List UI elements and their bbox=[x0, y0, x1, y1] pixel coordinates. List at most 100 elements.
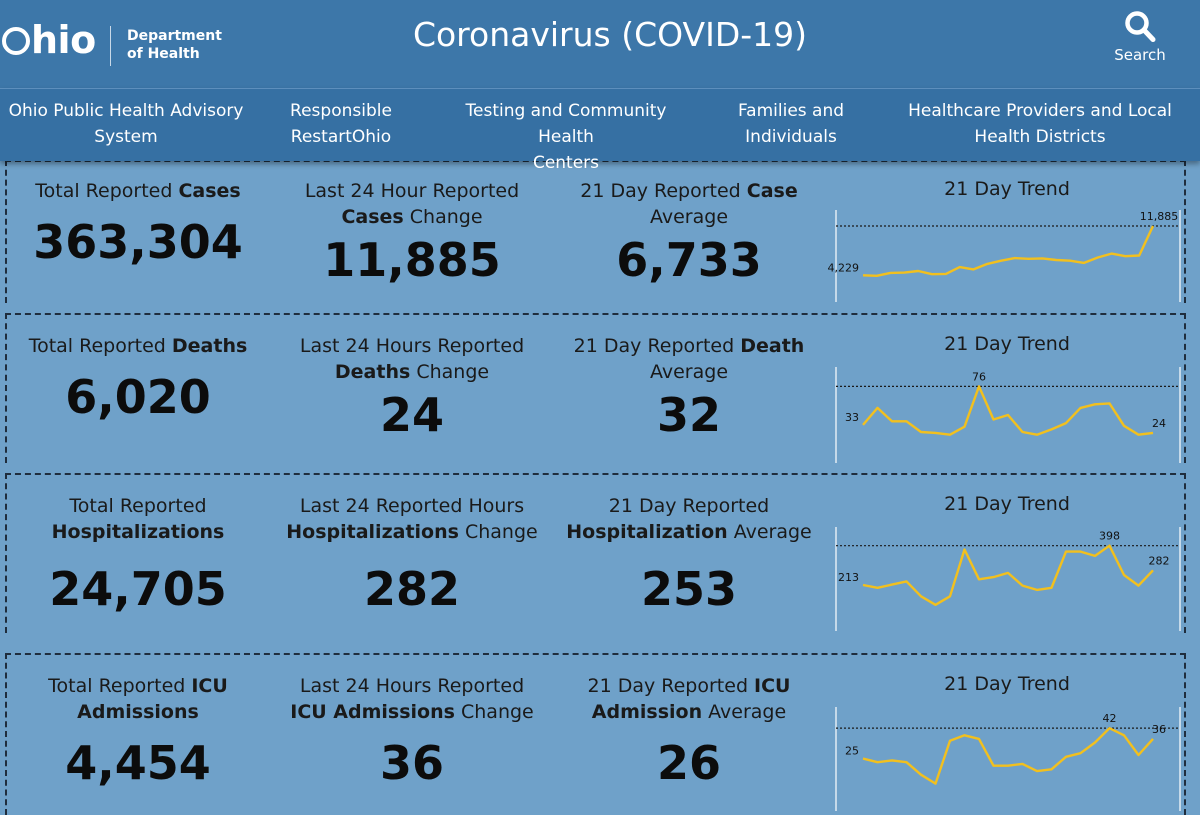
label-bold: Deaths bbox=[171, 335, 248, 357]
total-cases-label: Total Reported Cases bbox=[7, 178, 269, 204]
hospitalizations-row: Total Reported Hospitalizations 24,705 L… bbox=[5, 473, 1186, 633]
nav-item-line-2: RestartOhio bbox=[290, 127, 392, 147]
total-hospitalizations-cell: Total Reported Hospitalizations 24,705 bbox=[7, 493, 269, 615]
label-line-1: 21 Day Reported Case bbox=[554, 178, 824, 204]
label-bold: ICU Admissions bbox=[290, 701, 455, 723]
label-bold: Hospitalizations bbox=[51, 521, 225, 543]
label-line-2: ICU Admissions Change bbox=[277, 699, 547, 725]
label-bold: Hospitalizations bbox=[286, 521, 459, 543]
trend-max-label: 42 bbox=[1103, 712, 1117, 725]
label-line-2: Average bbox=[554, 204, 824, 230]
label-bold: Deaths bbox=[334, 361, 411, 383]
label-bold: Death bbox=[740, 335, 805, 357]
label-bold: Hospitalization bbox=[566, 521, 728, 543]
icu-average-value: 26 bbox=[656, 736, 721, 790]
nav-item-advisory-system[interactable]: Ohio Public Health Advisory System bbox=[8, 98, 244, 150]
label-text: Average bbox=[649, 206, 729, 228]
ohio-logo[interactable]: hio bbox=[2, 18, 96, 62]
cases-trend-title: 21 Day Trend bbox=[944, 178, 1070, 200]
total-cases-value: 363,304 bbox=[33, 215, 243, 269]
nav-item-healthcare-providers[interactable]: Healthcare Providers and Local Health Di… bbox=[902, 98, 1178, 150]
icu-row: Total Reported ICU Admissions 4,454 Last… bbox=[5, 653, 1186, 815]
ohio-logo-text: hio bbox=[31, 18, 96, 62]
label-line-1: 21 Day Reported ICU bbox=[554, 673, 824, 699]
nav-item-line-1: Healthcare Providers and Local bbox=[908, 101, 1172, 121]
total-deaths-cell: Total Reported Deaths 6,020 bbox=[7, 333, 269, 423]
cases-change-label: Last 24 Hour Reported Cases Change bbox=[277, 178, 547, 230]
hospitalizations-trend-title: 21 Day Trend bbox=[944, 493, 1070, 515]
nav-item-line-2: Individuals bbox=[745, 127, 837, 147]
nav-item-testing-centers[interactable]: Testing and Community Health Centers bbox=[436, 98, 696, 176]
label-text: Change bbox=[410, 361, 490, 383]
trend-last-label: 11,885 bbox=[1140, 210, 1179, 223]
trend-max-label: 76 bbox=[972, 370, 986, 383]
icu-average-cell: 21 Day Reported ICU Admission Average 26 bbox=[554, 673, 824, 789]
icu-average-label: 21 Day Reported ICU Admission Average bbox=[554, 673, 824, 725]
icu-change-cell: Last 24 Hours Reported ICU Admissions Ch… bbox=[277, 673, 547, 789]
label-line-1: Last 24 Reported Hours bbox=[299, 495, 525, 517]
hospitalization-average-cell: 21 Day Reported Hospitalization Average … bbox=[554, 493, 824, 615]
death-average-label: 21 Day Reported Death Average bbox=[554, 333, 824, 385]
deaths-row: Total Reported Deaths 6,020 Last 24 Hour… bbox=[5, 313, 1186, 463]
label-line-1: 21 Day Reported bbox=[608, 495, 770, 517]
cases-trend-chart: 4,229 11,885 bbox=[828, 210, 1181, 302]
logo-divider bbox=[110, 26, 111, 66]
hospitalizations-change-cell: Last 24 Reported Hours Hospitalizations … bbox=[277, 493, 547, 615]
label-text: 21 Day Reported bbox=[580, 180, 747, 202]
cases-change-cell: Last 24 Hour Reported Cases Change 11,88… bbox=[277, 178, 547, 286]
death-average-cell: 21 Day Reported Death Average 32 bbox=[554, 333, 824, 441]
label-line-2: Deaths Change bbox=[277, 359, 547, 385]
label-bold: ICU bbox=[191, 675, 228, 697]
nav-item-line-2: Centers bbox=[532, 153, 600, 173]
search-button[interactable]: Search bbox=[1106, 8, 1174, 72]
label-line-2: Hospitalization Average bbox=[554, 519, 824, 545]
trend-series-line bbox=[862, 225, 1155, 278]
total-icu-label: Total Reported ICU Admissions bbox=[7, 673, 269, 725]
department-name[interactable]: Department of Health bbox=[127, 27, 237, 63]
trend-max-label: 398 bbox=[1099, 530, 1120, 543]
trend-first-label: 213 bbox=[838, 571, 859, 584]
deaths-trend-chart: 33 76 24 bbox=[835, 367, 1181, 463]
nav-item-line-1: Responsible bbox=[290, 101, 392, 121]
main-nav: Ohio Public Health Advisory System Respo… bbox=[0, 88, 1200, 173]
search-icon bbox=[1125, 11, 1156, 42]
nav-item-restart-ohio[interactable]: Responsible RestartOhio bbox=[280, 98, 402, 150]
trend-series-line bbox=[862, 727, 1154, 785]
trend-first-label: 4,229 bbox=[828, 261, 860, 274]
total-hospitalizations-label: Total Reported Hospitalizations bbox=[7, 493, 269, 545]
label-line-1: Total Reported ICU bbox=[7, 673, 269, 699]
icu-trend-title: 21 Day Trend bbox=[944, 673, 1070, 695]
department-line-1: Department bbox=[127, 28, 222, 44]
label-bold: Admissions bbox=[77, 701, 199, 723]
case-average-label: 21 Day Reported Case Average bbox=[554, 178, 824, 230]
nav-item-families[interactable]: Families and Individuals bbox=[728, 98, 854, 150]
icu-change-value: 36 bbox=[379, 736, 444, 790]
cases-change-value: 11,885 bbox=[323, 233, 501, 287]
hospitalizations-change-label: Last 24 Reported Hours Hospitalizations … bbox=[277, 493, 547, 545]
total-deaths-value: 6,020 bbox=[65, 370, 211, 424]
death-average-value: 32 bbox=[656, 388, 721, 442]
label-bold: Cases bbox=[341, 206, 404, 228]
icu-trend-chart: 25 42 36 bbox=[835, 707, 1181, 811]
label-text: Average bbox=[727, 521, 812, 543]
nav-item-line-1: Testing and Community Health bbox=[465, 101, 667, 147]
label-line-1: Last 24 Hours Reported bbox=[299, 335, 525, 357]
deaths-change-label: Last 24 Hours Reported Deaths Change bbox=[277, 333, 547, 385]
label-bold: Cases bbox=[178, 180, 241, 202]
nav-item-line-2: Health Districts bbox=[974, 127, 1106, 147]
label-text: 21 Day Reported bbox=[573, 335, 741, 357]
label-text: Change bbox=[454, 701, 534, 723]
label-text: Average bbox=[649, 361, 729, 383]
nav-item-line-1: Families and bbox=[737, 101, 845, 121]
nav-item-line-2: System bbox=[94, 127, 158, 147]
label-text: 21 Day Reported bbox=[587, 675, 755, 697]
label-text: Change bbox=[458, 521, 538, 543]
trend-last-label: 282 bbox=[1149, 554, 1170, 567]
label-bold: Admission bbox=[591, 701, 703, 723]
label-line-2: Admissions bbox=[7, 699, 269, 725]
nav-item-line-1: Ohio Public Health Advisory bbox=[8, 101, 244, 121]
deaths-change-cell: Last 24 Hours Reported Deaths Change 24 bbox=[277, 333, 547, 441]
trend-series-line bbox=[862, 544, 1154, 607]
total-icu-value: 4,454 bbox=[65, 736, 211, 790]
total-hospitalizations-value: 24,705 bbox=[49, 562, 227, 616]
